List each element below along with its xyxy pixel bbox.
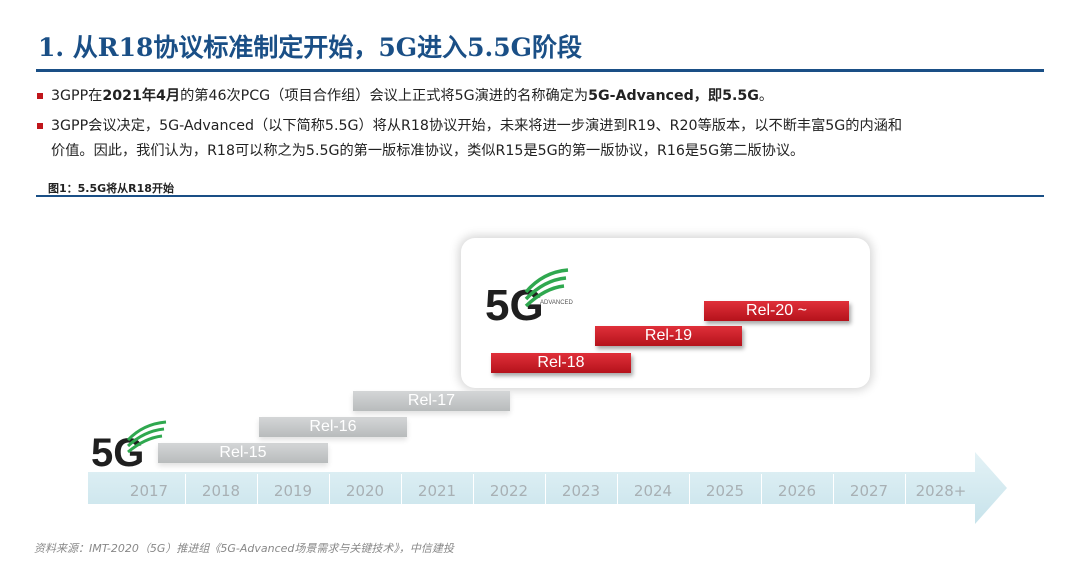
timeline-year: 2025 [705,482,745,500]
timeline-separator [689,474,690,504]
bullet-1-pre: 3GPP在 [51,88,103,104]
timeline-separator [185,474,186,504]
timeline-year: 2024 [633,482,673,500]
bullet-1-date: 2021年4月 [102,88,181,104]
timeline-year: 2019 [273,482,313,500]
timeline-year: 2023 [561,482,601,500]
timeline-separator [545,474,546,504]
bullet-square-icon [37,122,43,129]
release-bar-rel-15: Rel-15 [158,443,328,463]
timeline-year: 2022 [489,482,529,500]
timeline-year: 2018 [201,482,241,500]
timeline-year: 2027 [849,482,889,500]
timeline-year: 2017 [129,482,169,500]
timeline-separator [617,474,618,504]
timeline-year: 2026 [777,482,817,500]
release-bar-rel-19: Rel-19 [595,326,742,346]
bullet-square-icon [37,92,43,99]
5g-logo-text: 5G [91,431,144,470]
timeline-year: 2020 [345,482,385,500]
figure-divider [36,195,1044,197]
release-bar-rel-18: Rel-18 [491,353,631,373]
timeline-separator [833,474,834,504]
timeline-separator [761,474,762,504]
bullet-1-mid: 的第46次PCG（项目合作组）会议上正式将5G演进的名称确定为 [180,88,589,104]
timeline-separator [401,474,402,504]
release-bar-rel-17: Rel-17 [353,391,510,411]
release-bar-rel-20: Rel-20 ~ [704,301,849,321]
5g-advanced-logo-text: 5G [485,281,544,328]
timeline-separator [257,474,258,504]
timeline-separator [905,474,906,504]
5g-advanced-logo-icon: 5G ADVANCED [485,268,574,328]
bullet-1-post: 。 [758,88,774,104]
bullet-2-line2: 价值。因此，我们认为，R18可以称之为5.5G的第一版标准协议，类似R15是5G… [51,143,805,159]
5g-logo-icon: 5G [91,420,167,470]
timeline-separator [329,474,330,504]
source-note: 资料来源：IMT-2020（5G）推进组《5G-Advanced场景需求与关键技… [34,542,454,555]
bullet-2-line1: 3GPP会议决定，5G-Advanced（以下简称5.5G）将从R18协议开始，… [51,118,903,134]
timeline-year: 2021 [417,482,457,500]
figure-caption: 图1：5.5G将从R18开始 [48,182,174,195]
bullet-item-1: 3GPP在2021年4月的第46次PCG（项目合作组）会议上正式将5G演进的名称… [36,86,1044,106]
title-divider [36,69,1044,72]
release-bar-rel-16: Rel-16 [259,417,407,437]
5g-advanced-logo-sub: ADVANCED [540,300,574,306]
bullet-item-2: 3GPP会议决定，5G-Advanced（以下简称5.5G）将从R18协议开始，… [36,116,1044,161]
bullet-1-name: 5G-Advanced，即5.5G [588,88,759,104]
timeline-separator [473,474,474,504]
timeline-year: 2028+ [915,482,967,500]
page-title: 1. 从R18协议标准制定开始，5G进入5.5G阶段 [38,33,582,62]
